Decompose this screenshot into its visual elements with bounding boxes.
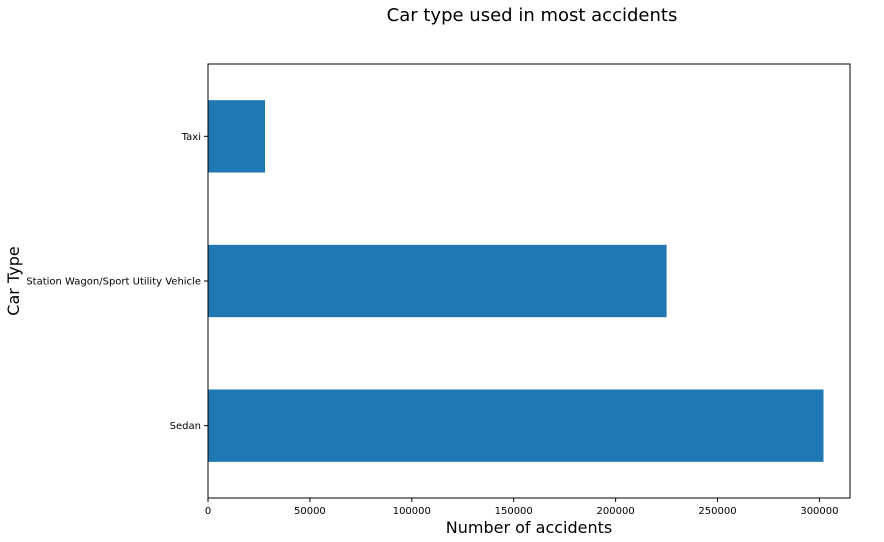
x-tick-label-0: 0 [205, 506, 211, 517]
chart-title: Car type used in most accidents [387, 5, 678, 26]
x-tick-label-2: 100000 [393, 506, 431, 517]
bars-group [208, 100, 824, 462]
x-ticks-group: 0 50000 100000 150000 200000 250000 300000 [205, 498, 839, 517]
y-tick-label-1: Station Wagon/Sport Utility Vehicle [26, 277, 201, 288]
plot-frame [207, 63, 851, 499]
x-tick-label-5: 250000 [698, 506, 736, 517]
bar-2 [208, 389, 824, 462]
x-axis-label: Number of accidents [446, 518, 612, 537]
x-tick-label-4: 200000 [597, 506, 635, 517]
bar-0 [208, 100, 266, 173]
bar-1 [208, 244, 667, 318]
x-tick-label-3: 150000 [495, 506, 533, 517]
x-tick-label-6: 300000 [800, 506, 838, 517]
x-tick-label-1: 50000 [294, 506, 326, 517]
y-axis-label: Car Type [4, 246, 23, 315]
y-ticks-group: Taxi Station Wagon/Sport Utility Vehicle S… [26, 132, 208, 432]
y-tick-label-2: Sedan [170, 421, 201, 432]
y-tick-label-0: Taxi [181, 132, 201, 143]
